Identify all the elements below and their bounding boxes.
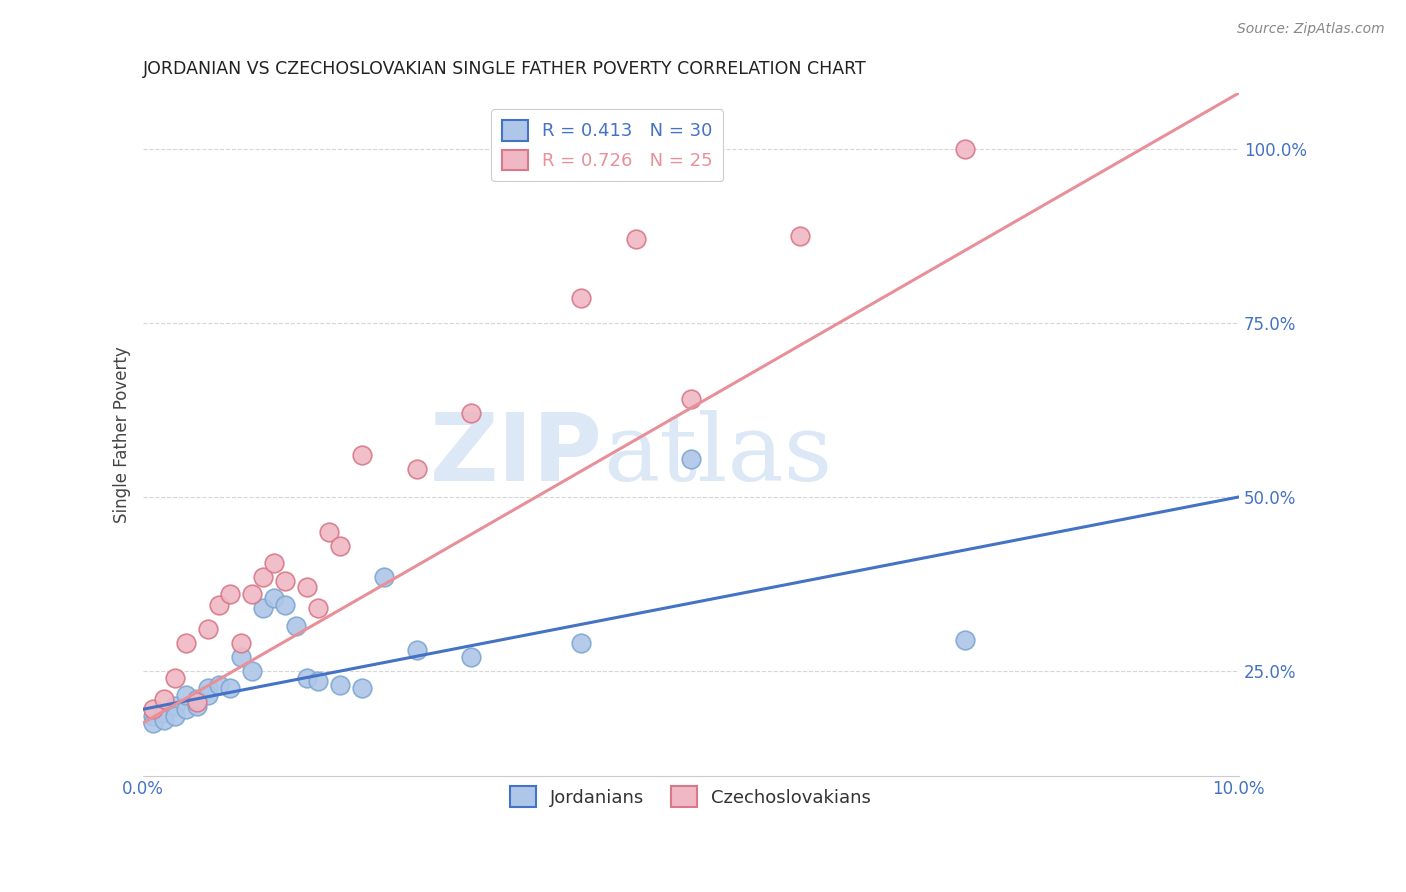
Point — [208, 678, 231, 692]
Text: atlas: atlas — [603, 409, 832, 500]
Point — [373, 570, 395, 584]
Legend: Jordanians, Czechoslovakians: Jordanians, Czechoslovakians — [503, 779, 879, 814]
Point — [197, 681, 219, 696]
Point — [405, 643, 427, 657]
Point — [252, 570, 274, 584]
Point — [219, 681, 242, 696]
Point — [252, 601, 274, 615]
Point — [350, 681, 373, 696]
Point — [569, 636, 592, 650]
Point — [153, 713, 176, 727]
Point — [153, 692, 176, 706]
Point — [197, 689, 219, 703]
Point — [953, 632, 976, 647]
Text: ZIP: ZIP — [430, 409, 603, 500]
Point — [350, 448, 373, 462]
Point — [679, 392, 702, 407]
Point — [460, 406, 482, 420]
Point — [186, 692, 208, 706]
Point — [307, 674, 329, 689]
Point — [285, 619, 308, 633]
Point — [231, 650, 253, 665]
Point — [295, 671, 318, 685]
Point — [274, 598, 297, 612]
Point — [186, 698, 208, 713]
Point — [307, 601, 329, 615]
Point — [318, 524, 340, 539]
Point — [274, 574, 297, 588]
Point — [679, 451, 702, 466]
Point — [240, 587, 263, 601]
Point — [153, 706, 176, 720]
Point — [263, 591, 285, 605]
Point — [624, 232, 647, 246]
Text: JORDANIAN VS CZECHOSLOVAKIAN SINGLE FATHER POVERTY CORRELATION CHART: JORDANIAN VS CZECHOSLOVAKIAN SINGLE FATH… — [142, 60, 866, 78]
Point — [165, 671, 187, 685]
Point — [329, 678, 352, 692]
Point — [186, 695, 208, 709]
Point — [176, 702, 198, 716]
Y-axis label: Single Father Poverty: Single Father Poverty — [114, 346, 131, 523]
Point — [329, 539, 352, 553]
Text: Source: ZipAtlas.com: Source: ZipAtlas.com — [1237, 22, 1385, 37]
Point — [263, 556, 285, 570]
Point — [176, 689, 198, 703]
Point — [176, 636, 198, 650]
Point — [165, 709, 187, 723]
Point — [240, 664, 263, 678]
Point — [569, 292, 592, 306]
Point — [142, 716, 165, 731]
Point — [142, 709, 165, 723]
Point — [165, 698, 187, 713]
Point — [219, 587, 242, 601]
Point — [231, 636, 253, 650]
Point — [197, 622, 219, 636]
Point — [142, 702, 165, 716]
Point — [953, 142, 976, 156]
Point — [295, 581, 318, 595]
Point — [405, 462, 427, 476]
Point — [208, 598, 231, 612]
Point — [789, 228, 811, 243]
Point — [460, 650, 482, 665]
